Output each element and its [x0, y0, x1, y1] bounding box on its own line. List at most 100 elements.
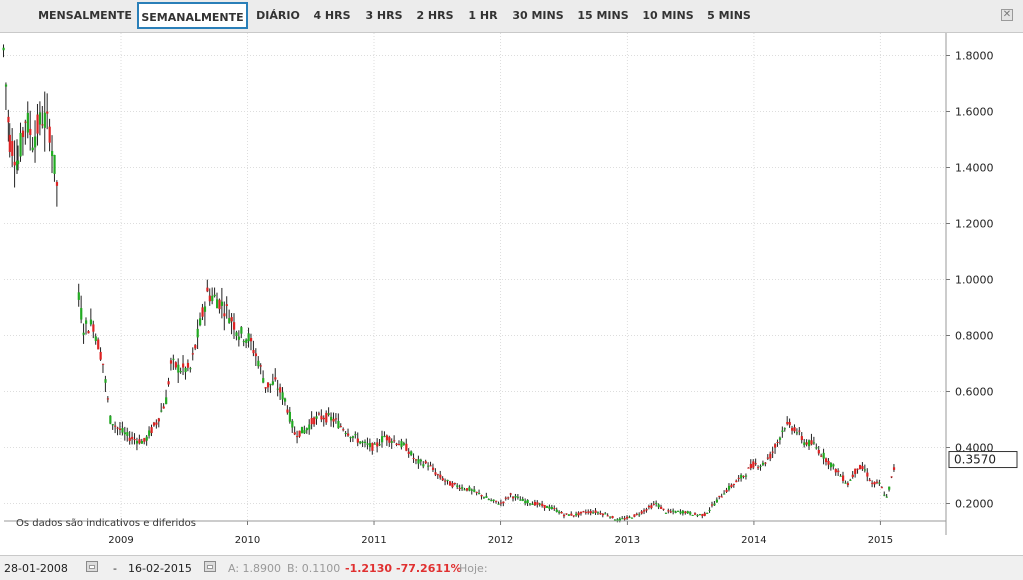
candle-body	[359, 441, 362, 444]
candle-body	[101, 363, 105, 365]
candle-body	[820, 455, 823, 457]
price-series	[2, 44, 896, 523]
candle-body	[878, 482, 881, 484]
candle-body	[87, 331, 90, 334]
candle-body	[356, 438, 359, 443]
candle-body	[182, 363, 185, 368]
tab-1-hr[interactable]: 1 HR	[468, 9, 498, 22]
candle-body	[257, 360, 260, 367]
candle-body	[601, 513, 604, 516]
y-tick-label: 1.8000	[955, 50, 994, 63]
candle-body	[293, 432, 296, 435]
end-calendar-icon[interactable]	[204, 561, 216, 572]
today-label: Hoje:	[459, 562, 488, 575]
candle-body	[718, 495, 721, 497]
candle-body	[298, 430, 301, 437]
candle-body	[412, 457, 415, 459]
candle-body	[677, 510, 680, 512]
candle-body	[880, 487, 884, 489]
candle-body	[322, 417, 325, 420]
candle-body	[825, 458, 828, 463]
candle-body	[305, 428, 308, 431]
candle-body	[349, 437, 352, 439]
tab-mensalmente[interactable]: MENSALMENTE	[38, 9, 132, 22]
candle-body	[254, 353, 258, 357]
candle-body	[536, 502, 539, 505]
candle-body	[157, 418, 160, 422]
candle-body	[118, 428, 122, 431]
tab-15-mins[interactable]: 15 MINS	[577, 9, 629, 22]
candle-body	[402, 443, 406, 445]
candle-body	[325, 412, 328, 423]
candle-body	[21, 130, 25, 138]
tab-30-mins[interactable]: 30 MINS	[512, 9, 564, 22]
candle-body	[283, 398, 287, 402]
candle-body	[808, 440, 811, 447]
candle-body	[727, 485, 731, 490]
candle-body	[240, 327, 243, 334]
candle-body	[744, 475, 748, 477]
candle-body	[80, 308, 83, 320]
candle-body	[281, 392, 284, 400]
candle-body	[388, 437, 391, 443]
candle-body	[747, 467, 750, 469]
candle-body	[868, 479, 871, 481]
candle-body	[873, 481, 876, 485]
candle-body	[723, 493, 726, 495]
candle-body	[786, 421, 789, 424]
candle-body	[245, 339, 248, 343]
candle-body	[148, 430, 151, 436]
candle-body	[347, 433, 350, 436]
tab-3-hrs[interactable]: 3 HRS	[365, 9, 403, 22]
candle-body	[478, 492, 481, 494]
candle-body	[795, 432, 799, 434]
candle-body	[259, 365, 262, 367]
candle-body	[667, 510, 670, 512]
candle-body	[172, 358, 175, 360]
candle-body	[679, 511, 682, 514]
candle-body	[587, 511, 590, 513]
candle-body	[116, 427, 119, 429]
candle-body	[771, 451, 774, 453]
candle-body	[320, 415, 323, 420]
candle-body	[296, 436, 299, 438]
candle-body	[764, 462, 767, 464]
candle-body	[97, 339, 100, 350]
candle-body	[769, 453, 772, 459]
candle-body	[888, 486, 891, 490]
candle-body	[291, 420, 294, 428]
candle-body	[456, 485, 459, 488]
candle-body	[92, 324, 95, 332]
start-calendar-icon[interactable]	[86, 561, 98, 572]
candle-body	[7, 116, 10, 123]
tab-5-mins[interactable]: 5 MINS	[707, 9, 751, 22]
candle-body	[184, 367, 187, 373]
candle-body	[749, 463, 752, 469]
candle-body	[781, 430, 784, 433]
candle-body	[468, 487, 471, 491]
candle-body	[354, 434, 357, 436]
candle-body	[526, 499, 529, 504]
tab-4-hrs[interactable]: 4 HRS	[313, 9, 351, 22]
tab-2-hrs[interactable]: 2 HRS	[416, 9, 454, 22]
candle-body	[609, 516, 612, 518]
candle-body	[225, 304, 228, 306]
tab-diario[interactable]: DIÁRIO	[256, 9, 300, 22]
candle-body	[228, 318, 231, 324]
candle-body	[169, 360, 173, 364]
candle-body	[8, 134, 11, 152]
tab-10-mins[interactable]: 10 MINS	[642, 9, 694, 22]
candle-body	[300, 426, 304, 434]
candle-body	[417, 459, 420, 464]
start-date: 28-01-2008	[4, 562, 68, 575]
candle-body	[330, 416, 333, 421]
candle-body	[2, 47, 5, 51]
candle-body	[84, 320, 88, 324]
tab-semanalmente[interactable]: SEMANALMENTE	[137, 2, 248, 29]
close-icon[interactable]: ✕	[1001, 9, 1013, 21]
candle-body	[713, 503, 716, 506]
candle-body	[487, 499, 490, 501]
candle-body	[832, 464, 835, 467]
candle-body	[470, 489, 473, 491]
candle-body	[599, 513, 602, 515]
